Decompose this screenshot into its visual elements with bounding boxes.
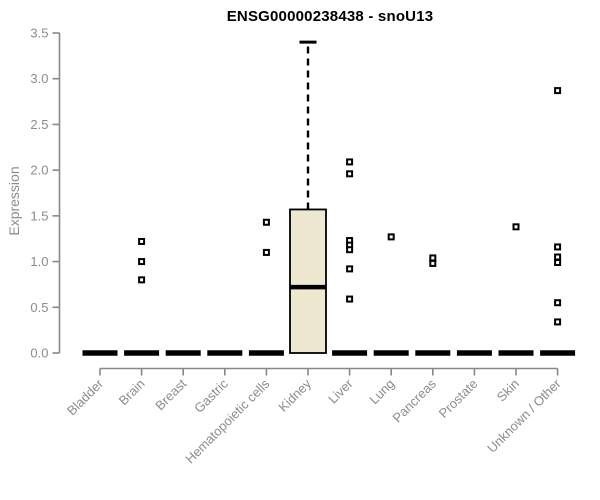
x-category-label: Brain <box>116 376 148 408</box>
zero-bar <box>82 350 118 356</box>
x-category-label: Bladder <box>64 376 107 419</box>
y-tick-label: 3.0 <box>30 71 48 86</box>
y-tick-label: 3.5 <box>30 26 48 41</box>
x-category-label: Kidney <box>275 376 314 415</box>
outlier-point <box>554 87 562 95</box>
y-tick-label: 1.5 <box>30 208 48 223</box>
box <box>289 208 327 354</box>
outlier-point <box>138 258 146 266</box>
outlier-point <box>262 248 270 256</box>
y-tick-label: 2.0 <box>30 163 48 178</box>
zero-bar <box>456 350 492 356</box>
outlier-point <box>346 170 354 178</box>
x-category-label: Pancreas <box>389 376 439 426</box>
zero-bar <box>415 350 451 356</box>
zero-bar <box>498 350 534 356</box>
outlier-point <box>138 237 146 245</box>
outlier-point <box>554 318 562 326</box>
x-category-label: Liver <box>325 376 356 407</box>
outlier-point <box>346 158 354 166</box>
outlier-point <box>512 223 520 231</box>
y-tick-label: 0.0 <box>30 346 48 361</box>
outlier-point <box>554 299 562 307</box>
x-category-label: Lung <box>366 376 397 407</box>
y-tick-label: 1.0 <box>30 254 48 269</box>
x-category-label: Breast <box>152 376 189 413</box>
zero-bar <box>124 350 160 356</box>
zero-bar <box>540 350 576 356</box>
outlier-point <box>346 246 354 254</box>
zero-bar <box>373 350 409 356</box>
outlier-point <box>429 254 437 262</box>
zero-bar <box>332 350 368 356</box>
outlier-point <box>554 243 562 251</box>
y-tick-label: 2.5 <box>30 117 48 132</box>
chart-title: ENSG00000238438 - snoU13 <box>226 8 434 25</box>
x-category-label: Skin <box>494 376 522 404</box>
y-tick-label: 0.5 <box>30 300 48 315</box>
zero-bar <box>248 350 284 356</box>
outlier-point <box>138 276 146 284</box>
zero-bar <box>207 350 243 356</box>
outlier-point <box>387 233 395 241</box>
zero-bar <box>165 350 201 356</box>
outlier-point <box>346 265 354 273</box>
outlier-point <box>554 253 562 261</box>
x-category-label: Prostate <box>436 376 481 421</box>
x-category-label: Unknown / Other <box>484 376 564 456</box>
x-category-label: Gastric <box>191 376 231 416</box>
outlier-point <box>429 259 437 267</box>
outlier-point <box>346 295 354 303</box>
outlier-point <box>554 258 562 266</box>
outlier-point <box>262 218 270 226</box>
